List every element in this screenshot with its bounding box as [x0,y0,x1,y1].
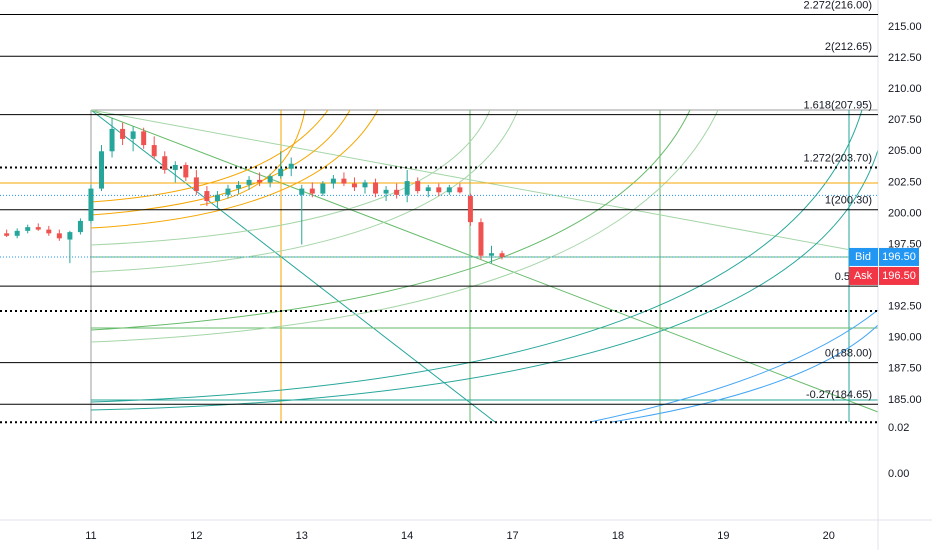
candle-body [99,151,105,189]
x-tick-label: 12 [190,530,202,542]
x-tick-label: 19 [717,530,729,542]
y-tick-label: 205.00 [888,145,922,157]
ask-label: Ask [854,270,873,282]
candle-body [35,227,41,230]
y-tick-label: 185.00 [888,394,922,406]
candle-body [446,187,452,193]
candle-body [415,181,421,192]
fan-line [90,109,496,423]
y-tick-label: 207.50 [888,114,922,126]
candle-body [141,131,147,146]
candle-body [151,145,157,157]
candle-body [56,233,62,239]
candle-body [278,168,284,177]
candle-body [120,128,126,139]
candle-body [436,187,442,193]
candle-body [488,253,494,256]
candle-body [204,191,210,202]
x-tick-label: 18 [612,530,624,542]
fib-label: 0(188.00) [825,348,872,360]
candle-body [77,220,83,233]
fib-label: 1.272(203.70) [804,152,873,164]
y-tick-label: 202.50 [888,176,922,188]
y-tick-label: 192.50 [888,301,922,313]
candle-body [457,187,463,193]
candle-body [109,128,115,152]
candle-body [404,181,410,195]
arc [90,109,719,343]
fib-label: 2.272(216.00) [804,0,873,11]
candle-body [351,183,357,188]
fib-label: 1(200.30) [825,195,872,207]
y-tick-label: 215.00 [888,21,922,33]
candle-body [214,194,220,202]
candle-body [425,187,431,192]
bid-tag-name [849,247,878,266]
candle-body [162,156,168,170]
x-tick-label: 13 [296,530,308,542]
candle-body [362,182,368,188]
ask-price: 196.50 [882,270,916,282]
candle-body [4,233,10,236]
fan-line [90,109,879,413]
y2-tick-label: 0.00 [888,468,909,480]
candle-body [341,178,347,184]
fib-label: 1.618(207.95) [804,100,873,112]
candle-body [320,183,326,194]
candle-body [499,253,505,257]
ask-tag-name [849,266,878,285]
candle-body [236,184,242,189]
candle-body [288,163,294,169]
candle-body [183,164,189,178]
candle-body [394,189,400,195]
fib-label: 2(212.65) [825,41,872,53]
arc [90,109,491,246]
y-tick-label: 197.50 [888,238,922,250]
x-tick-label: 17 [506,530,518,542]
candle-body [46,229,52,234]
candle-body [25,227,31,231]
arc [90,109,379,229]
y-tick-label: 187.50 [888,363,922,375]
bid-label: Bid [855,251,871,263]
candle-body [330,178,336,184]
x-tick-label: 11 [85,530,96,542]
candle-body [88,188,94,221]
candle-body [383,189,389,194]
y-tick-label: 200.00 [888,207,922,219]
y-tick-label: 190.00 [888,332,922,344]
candle-body [225,188,231,195]
ask-tag-price [879,266,919,285]
arc [589,309,879,423]
arc [90,109,519,273]
candle-body [467,196,473,223]
candle-body [257,179,263,183]
bid-tag-price [879,247,919,266]
fib-label: -0.27(184.65) [806,389,872,401]
arc [90,149,879,411]
x-tick-label: 20 [823,530,835,542]
candle-body [299,188,305,195]
y2-tick-label: 0.02 [888,422,909,434]
candle-body [478,222,484,256]
arc [90,109,329,203]
candle-body [373,182,379,194]
candle-body [67,232,73,240]
candle-body [130,131,136,139]
candle-body [267,176,273,183]
candle-body [246,179,252,185]
arc [611,324,879,423]
arc [90,109,691,331]
x-tick-label: 14 [401,530,413,542]
bid-price: 196.50 [882,251,916,263]
candle-body [172,164,178,170]
candle-body [14,230,20,236]
candle-body [193,177,199,192]
candle-body [309,188,315,194]
y-tick-label: 210.00 [888,83,922,95]
y-tick-label: 212.50 [888,52,922,64]
